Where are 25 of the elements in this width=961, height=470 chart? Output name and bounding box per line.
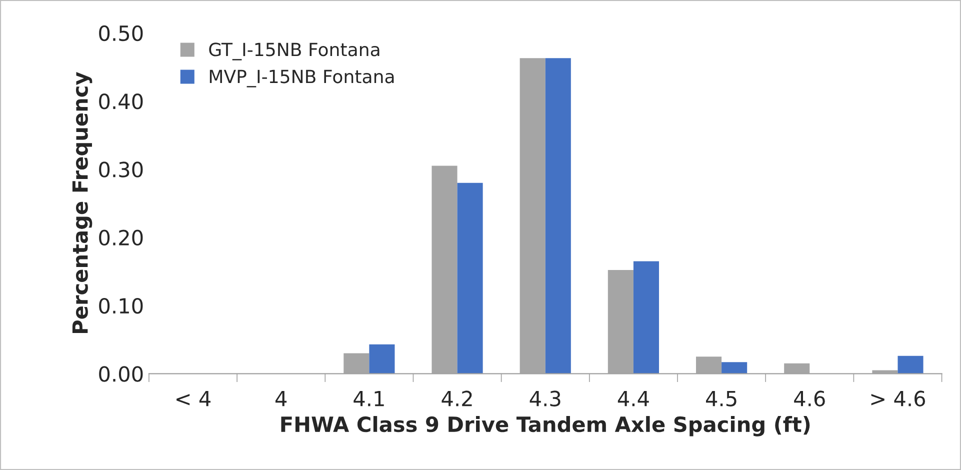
y-tick-label: 0.40 — [99, 94, 143, 110]
y-tick-label: 0.20 — [99, 230, 143, 246]
x-tick-label: 4.6 — [794, 390, 825, 406]
bar — [898, 356, 924, 374]
y-tick-label: 0.10 — [99, 298, 143, 314]
x-tick-label: 4.2 — [442, 390, 472, 406]
x-tick-label: < 4 — [176, 390, 210, 406]
legend-label: MVP_I-15NB Fontana — [210, 70, 394, 88]
x-axis-title: FHWA Class 9 Drive Tandem Axle Spacing (ft) — [281, 416, 810, 436]
x-tick-label: 4.5 — [706, 390, 736, 406]
x-tick-label: 4.4 — [618, 390, 649, 406]
x-tick-label: 4 — [275, 390, 287, 406]
bar — [457, 182, 483, 374]
x-tick-label: > 4.6 — [871, 390, 926, 406]
x-tick-label: 4.3 — [530, 390, 560, 406]
bar — [722, 362, 748, 374]
y-tick-label: 0.30 — [99, 162, 143, 178]
bar — [545, 58, 571, 374]
y-axis-title: Percentage Frequency — [72, 72, 92, 333]
y-tick-label: 0.00 — [99, 366, 143, 382]
x-tick-label: 4.1 — [354, 390, 384, 406]
legend-label: GT_I-15NB Fontana — [209, 42, 380, 60]
y-tick-label: 0.50 — [99, 25, 143, 42]
bar — [633, 261, 660, 374]
bar — [369, 344, 395, 374]
